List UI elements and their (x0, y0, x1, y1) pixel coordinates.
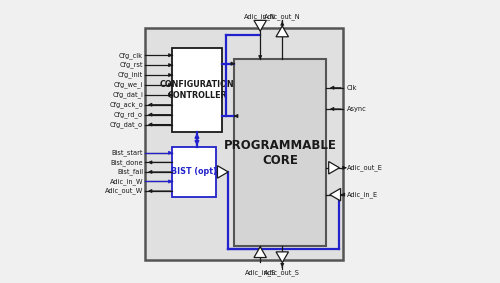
Text: Cfg_clk: Cfg_clk (119, 52, 143, 59)
Text: Cfg_we_i: Cfg_we_i (114, 82, 143, 88)
Text: Async: Async (347, 106, 366, 112)
Polygon shape (218, 166, 228, 178)
Text: Bist_fail: Bist_fail (117, 169, 143, 175)
Text: Adic_out_S: Adic_out_S (264, 269, 300, 276)
Text: Cfg_dat_o: Cfg_dat_o (110, 121, 143, 128)
Text: Adic_out_N: Adic_out_N (264, 13, 300, 20)
Text: Cfg_rst: Cfg_rst (120, 62, 143, 68)
Text: Adic_out_W: Adic_out_W (105, 188, 143, 194)
Text: Cfg_dat_i: Cfg_dat_i (112, 91, 143, 98)
Text: Adic_out_E: Adic_out_E (347, 164, 382, 171)
Text: BIST (opt): BIST (opt) (171, 168, 217, 176)
Bar (172, 48, 222, 132)
Text: Clk: Clk (347, 85, 357, 91)
Polygon shape (276, 26, 288, 37)
Text: Adic_in_W: Adic_in_W (110, 178, 143, 185)
Bar (146, 28, 344, 260)
Text: Cfg_init: Cfg_init (118, 72, 143, 78)
Text: Cfg_rd_o: Cfg_rd_o (114, 111, 143, 118)
Text: Bist_start: Bist_start (112, 149, 143, 156)
Text: Adic_in_E: Adic_in_E (347, 191, 378, 198)
Text: Bist_done: Bist_done (110, 159, 143, 166)
Polygon shape (328, 162, 340, 174)
Text: Adic_in_S: Adic_in_S (244, 269, 276, 276)
Text: Cfg_ack_o: Cfg_ack_o (110, 101, 143, 108)
Polygon shape (254, 247, 266, 258)
Polygon shape (330, 188, 340, 201)
Polygon shape (276, 252, 288, 263)
Bar (234, 59, 326, 246)
Polygon shape (254, 20, 266, 31)
Text: CONFIGURATION
CONTROLLER: CONFIGURATION CONTROLLER (160, 80, 234, 100)
Bar (172, 147, 216, 197)
Text: PROGRAMMABLE
CORE: PROGRAMMABLE CORE (224, 139, 337, 167)
Text: Adic_in_N: Adic_in_N (244, 13, 276, 20)
